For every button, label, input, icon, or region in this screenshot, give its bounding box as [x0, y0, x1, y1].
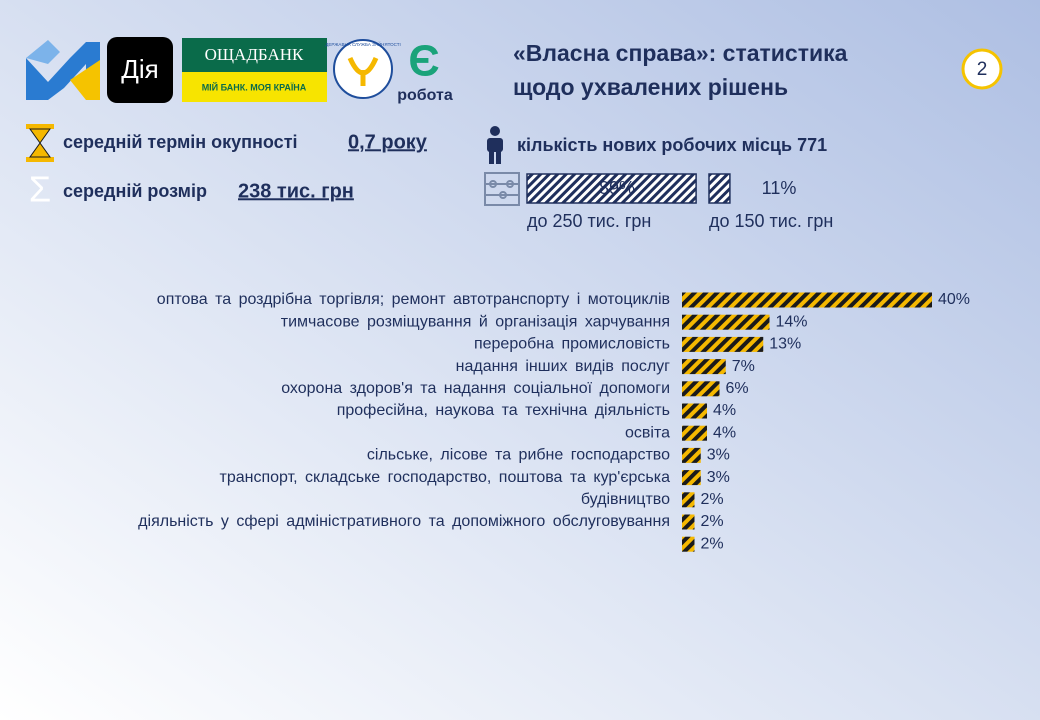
- bar: [682, 447, 701, 463]
- value-label: 3%: [707, 447, 730, 464]
- share-category: до 150 тис. грн: [709, 211, 833, 231]
- share-label: 89%: [599, 178, 635, 198]
- bar: [682, 381, 720, 397]
- share-bar: [526, 173, 697, 204]
- page-number: 2: [977, 59, 988, 80]
- bar: [682, 492, 695, 508]
- logo-robota-mark: Є: [408, 37, 439, 86]
- hourglass-icon: [26, 124, 54, 162]
- value-label: 4%: [713, 402, 736, 419]
- value-label: 4%: [713, 424, 736, 441]
- logo-text: ОЩАДБАНК: [205, 45, 304, 64]
- logo-text: робота: [397, 87, 453, 104]
- logo-dsz-mark: [347, 56, 379, 86]
- stat-value: 238 тис. грн: [238, 180, 354, 202]
- bar: [682, 292, 932, 308]
- value-label: 13%: [769, 336, 801, 353]
- logo-oschadbank: [182, 72, 327, 102]
- stat-label: середній термін окупності: [63, 132, 298, 152]
- sigma-icon: Σ: [29, 169, 51, 210]
- category-label: освіта: [625, 424, 670, 441]
- category-label: надання інших видів послуг: [456, 358, 671, 375]
- bar: [682, 314, 770, 330]
- category-label: професійна, наукова та технічна діяльніс…: [337, 402, 670, 419]
- category-label: переробна промисловість: [474, 336, 670, 353]
- stat-value: 771: [797, 135, 827, 155]
- page-badge: [961, 48, 1003, 90]
- value-label: 2%: [701, 491, 724, 508]
- logo-dsz: [333, 39, 393, 99]
- category-label: оптова та роздрібна торгівля; ремонт авт…: [157, 291, 670, 308]
- category-label: охорона здоров'я та надання соціальної д…: [281, 380, 670, 397]
- title: «Власна справа»: статистика: [513, 40, 848, 66]
- value-label: 40%: [938, 291, 970, 308]
- logo-diia: [107, 37, 173, 103]
- category-label: діяльність у сфері адміністративного та …: [138, 513, 670, 530]
- logo-text: МІЙ БАНК. МОЯ КРАЇНА: [202, 81, 307, 92]
- logo-oschadbank: [182, 38, 327, 72]
- value-label: 7%: [732, 358, 755, 375]
- bar: [682, 470, 701, 486]
- bar: [682, 425, 707, 441]
- logo-text: ДЕРЖАВНА СЛУЖБА ЗАЙНЯТОСТІ: [325, 40, 400, 47]
- category-label: транспорт, складське господарство, пошто…: [220, 469, 671, 486]
- value-label: 2%: [701, 513, 724, 530]
- category-label: тимчасове розміщування й організація хар…: [281, 313, 670, 330]
- value-label: 3%: [707, 469, 730, 486]
- logo-minec: [26, 40, 100, 100]
- value-label: 2%: [701, 535, 724, 552]
- bar: [682, 514, 695, 530]
- share-bar: [708, 173, 731, 204]
- bar: [682, 359, 726, 375]
- stat-label: середній розмір: [63, 181, 207, 201]
- logo-text: Дія: [121, 54, 158, 84]
- stat-label: кількість нових робочих місць 771: [517, 135, 827, 155]
- person-icon: [487, 126, 503, 164]
- title: щодо ухвалених рішень: [513, 74, 788, 100]
- bar: [682, 403, 707, 419]
- category-label: будівництво: [581, 491, 670, 508]
- bar: [682, 536, 695, 552]
- abacus-icon: [484, 172, 520, 206]
- value-label: 14%: [776, 313, 808, 330]
- category-label: сільське, лісове та рибне господарство: [367, 447, 670, 464]
- stat-value: 0,7 року: [348, 131, 428, 153]
- bar: [682, 336, 764, 352]
- stat-label-text: кількість нових робочих місць: [517, 135, 792, 155]
- share-category: до 250 тис. грн: [527, 211, 651, 231]
- share-label: 11%: [762, 178, 797, 198]
- value-label: 6%: [726, 380, 749, 397]
